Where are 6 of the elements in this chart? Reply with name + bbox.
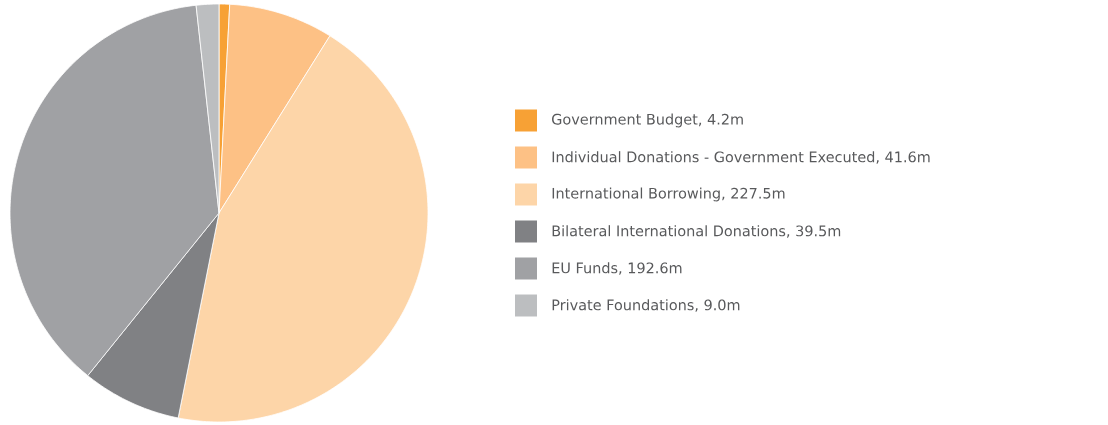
legend-label: Bilateral International Donations, 39.5m [552,225,841,238]
legend-label: EU Funds, 192.6m [552,262,682,275]
legend-label: Private Foundations, 9.0m [552,299,740,312]
legend-label: Individual Donations - Government Executed, 41.6m [552,151,930,164]
legend-label: Government Budget, 4.2m [552,113,743,128]
legend-label: International Borrowing, 227.5m [552,187,785,202]
